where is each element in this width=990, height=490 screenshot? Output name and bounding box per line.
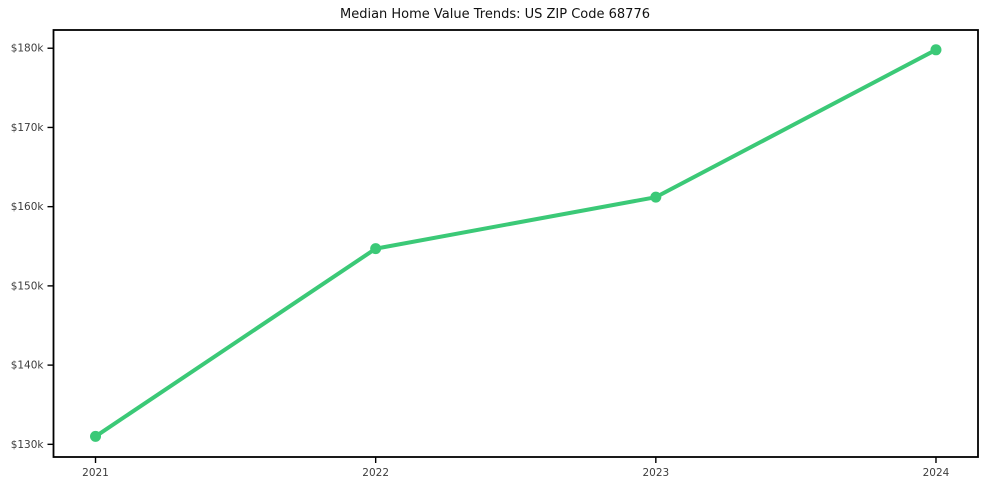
x-tick-label: 2022	[362, 467, 389, 479]
data-point-marker	[90, 430, 102, 442]
data-point-marker	[930, 44, 942, 56]
data-point-marker	[650, 191, 662, 203]
trend-line	[93, 47, 938, 439]
data-point-marker	[370, 243, 382, 255]
plot-border	[52, 29, 979, 458]
y-tick-label: $180k	[11, 43, 45, 55]
x-tick-label: 2021	[82, 467, 109, 479]
y-tick-label: $160k	[11, 201, 45, 213]
y-tick-label: $170k	[11, 122, 45, 134]
y-tick-label: $150k	[11, 280, 45, 292]
y-tick-label: $140k	[11, 360, 45, 372]
y-tick-label: $130k	[11, 439, 45, 451]
x-tick-label: 2023	[642, 467, 669, 479]
x-tick-label: 2024	[923, 467, 950, 479]
chart-title: Median Home Value Trends: US ZIP Code 68…	[339, 7, 650, 22]
